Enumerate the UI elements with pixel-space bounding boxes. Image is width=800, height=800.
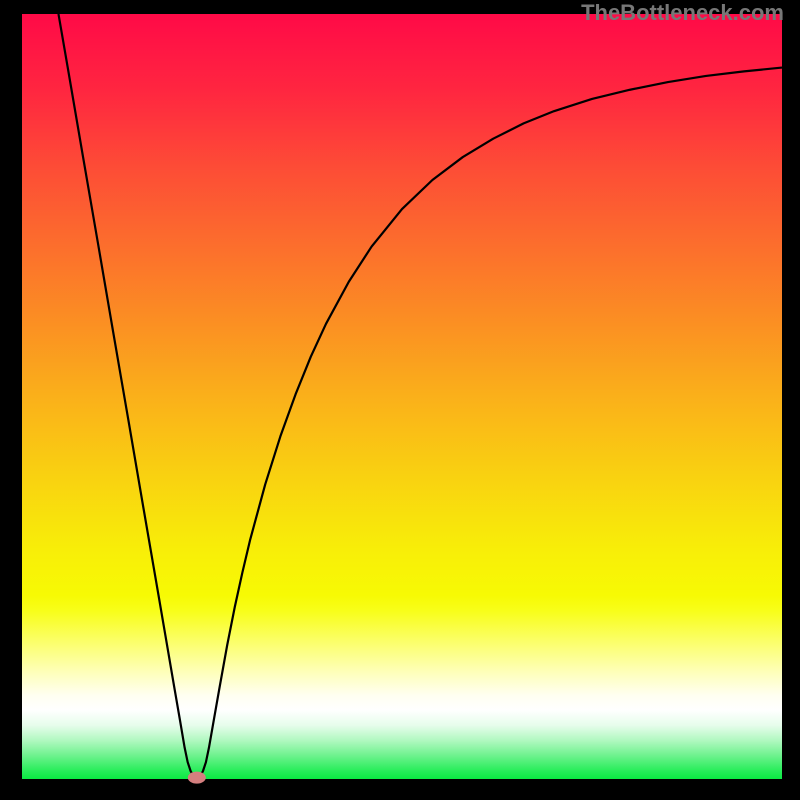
optimal-point-marker	[188, 772, 206, 784]
bottleneck-chart	[0, 0, 800, 800]
plot-area	[22, 14, 782, 779]
chart-container: TheBottleneck.com	[0, 0, 800, 800]
watermark-label: TheBottleneck.com	[581, 0, 784, 26]
